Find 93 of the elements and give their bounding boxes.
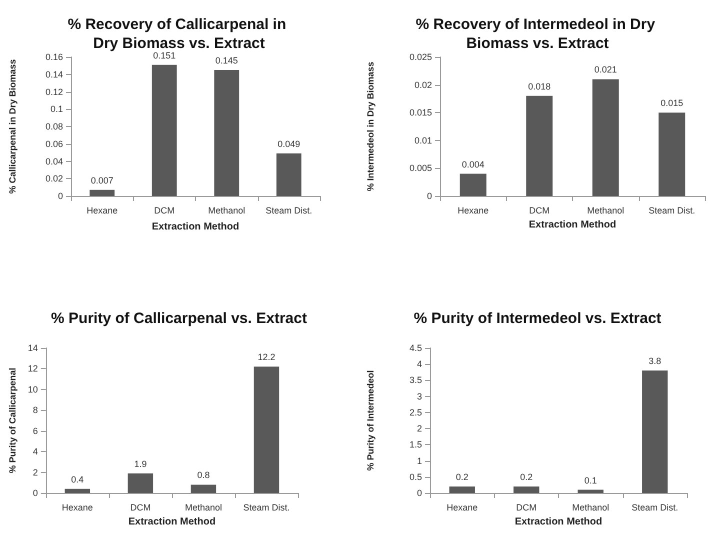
chart-title: % Purity of Callicarpenal vs. Extract (51, 310, 307, 327)
x-tick-label: Methanol (208, 206, 246, 216)
data-label: 0.049 (278, 138, 300, 149)
data-label: 1.9 (134, 458, 147, 469)
x-tick-label: Methanol (184, 502, 222, 512)
bar (64, 488, 90, 493)
y-tick-label: 10 (28, 384, 38, 394)
y-tick-label: 0.12 (45, 86, 63, 97)
chart-title: % Recovery of Intermedeol in Dry Biomass vs. Extract (416, 16, 660, 52)
x-tick-label: Steam Dist. (243, 502, 290, 512)
y-tick-label: 2 (416, 424, 422, 434)
data-label: 0.2 (520, 472, 533, 482)
data-label: 0.015 (660, 98, 684, 108)
data-label: 0.145 (215, 56, 238, 66)
y-tick-label: 0.005 (409, 163, 432, 174)
bar (460, 174, 486, 196)
data-label: 0.1 (584, 475, 597, 486)
y-tick-label: 3 (416, 391, 422, 402)
bar (578, 490, 604, 493)
y-tick-label: 0 (426, 191, 432, 201)
y-tick-label: 0 (32, 488, 38, 498)
y-tick-label: 8 (32, 405, 38, 416)
y-tick-label: 4 (32, 446, 38, 457)
data-label: 0.007 (90, 175, 114, 186)
x-tick-label: Steam Dist. (632, 502, 678, 512)
y-tick-label: 0.04 (45, 156, 63, 166)
y-axis-title: % Callicarpenal in Dry Biomass (8, 59, 18, 194)
y-tick-label: 0.08 (45, 122, 63, 132)
chart-title: % Recovery of Callicarpenal in Dry Biomass vs. Extract (68, 16, 290, 52)
x-tick-label: Steam Dist. (648, 206, 696, 216)
x-tick-label: Hexane (62, 502, 93, 512)
bar (254, 366, 280, 493)
y-tick-label: 0.5 (409, 472, 422, 482)
y-tick-label: 0.015 (409, 108, 432, 118)
y-tick-label: 0 (58, 191, 63, 201)
bar (592, 79, 619, 196)
x-tick-label: Hexane (446, 502, 478, 512)
y-tick-label: 1 (416, 456, 422, 466)
x-axis-title: Extraction Method (128, 516, 216, 528)
data-label: 0.2 (456, 472, 468, 482)
y-tick-label: 0.02 (414, 80, 432, 90)
x-tick-label: Steam Dist. (266, 206, 312, 216)
data-label: 3.8 (648, 356, 662, 366)
bar (658, 112, 686, 196)
y-tick-label: 2 (32, 467, 38, 478)
x-axis-title: Extraction Method (514, 516, 602, 528)
y-tick-label: 2.5 (409, 407, 422, 418)
y-tick-label: 0.16 (45, 52, 63, 62)
y-tick-label: 0.025 (409, 52, 432, 62)
y-axis-title: % Purity of Intermedeol (366, 370, 376, 471)
x-tick-label: Methanol (587, 206, 624, 216)
data-label: 0.004 (462, 159, 484, 170)
bar (514, 486, 540, 493)
x-axis-title: Extraction Method (152, 222, 240, 232)
bar (90, 190, 115, 196)
y-tick-label: 0.1 (50, 104, 63, 114)
y-tick-label: 14 (28, 343, 38, 353)
y-tick-label: 12 (28, 364, 38, 374)
y-tick-label: 3.5 (409, 375, 422, 386)
bar (190, 484, 216, 493)
data-label: 12.2 (258, 352, 276, 362)
x-tick-label: Hexane (458, 206, 489, 216)
x-tick-label: Methanol (572, 502, 610, 512)
chart-title: % Purity of Intermedeol vs. Extract (414, 310, 662, 327)
x-tick-label: DCM (130, 502, 151, 512)
y-tick-label: 0.06 (45, 138, 63, 149)
y-tick-label: 0.02 (45, 174, 63, 184)
x-axis-title: Extraction Method (528, 219, 616, 230)
y-tick-label: 4.5 (409, 343, 422, 353)
data-label: 0.4 (71, 474, 84, 484)
data-label: 0.018 (528, 81, 551, 92)
data-label: 0.021 (594, 64, 617, 75)
data-label: 0.151 (153, 50, 176, 60)
y-tick-label: 1.5 (409, 440, 422, 450)
x-tick-label: DCM (529, 206, 550, 216)
bar (128, 473, 154, 493)
y-tick-label: 0 (416, 488, 422, 498)
x-tick-label: Hexane (86, 206, 118, 216)
bar (214, 70, 240, 196)
data-label: 0.8 (197, 470, 210, 480)
x-tick-label: DCM (516, 502, 537, 512)
bar (276, 153, 302, 196)
y-axis-title: % Purity of Callicarpenal (8, 368, 18, 474)
y-tick-label: 0.14 (45, 69, 63, 80)
bar (526, 96, 553, 196)
bar (642, 370, 668, 493)
y-tick-label: 0.01 (414, 135, 432, 146)
bar (449, 486, 475, 493)
y-axis-title: % Intermedeol in Dry Biomass (366, 62, 376, 192)
y-tick-label: 6 (32, 426, 38, 436)
bar (152, 64, 177, 196)
y-tick-label: 4 (416, 359, 422, 370)
x-tick-label: DCM (154, 206, 175, 216)
